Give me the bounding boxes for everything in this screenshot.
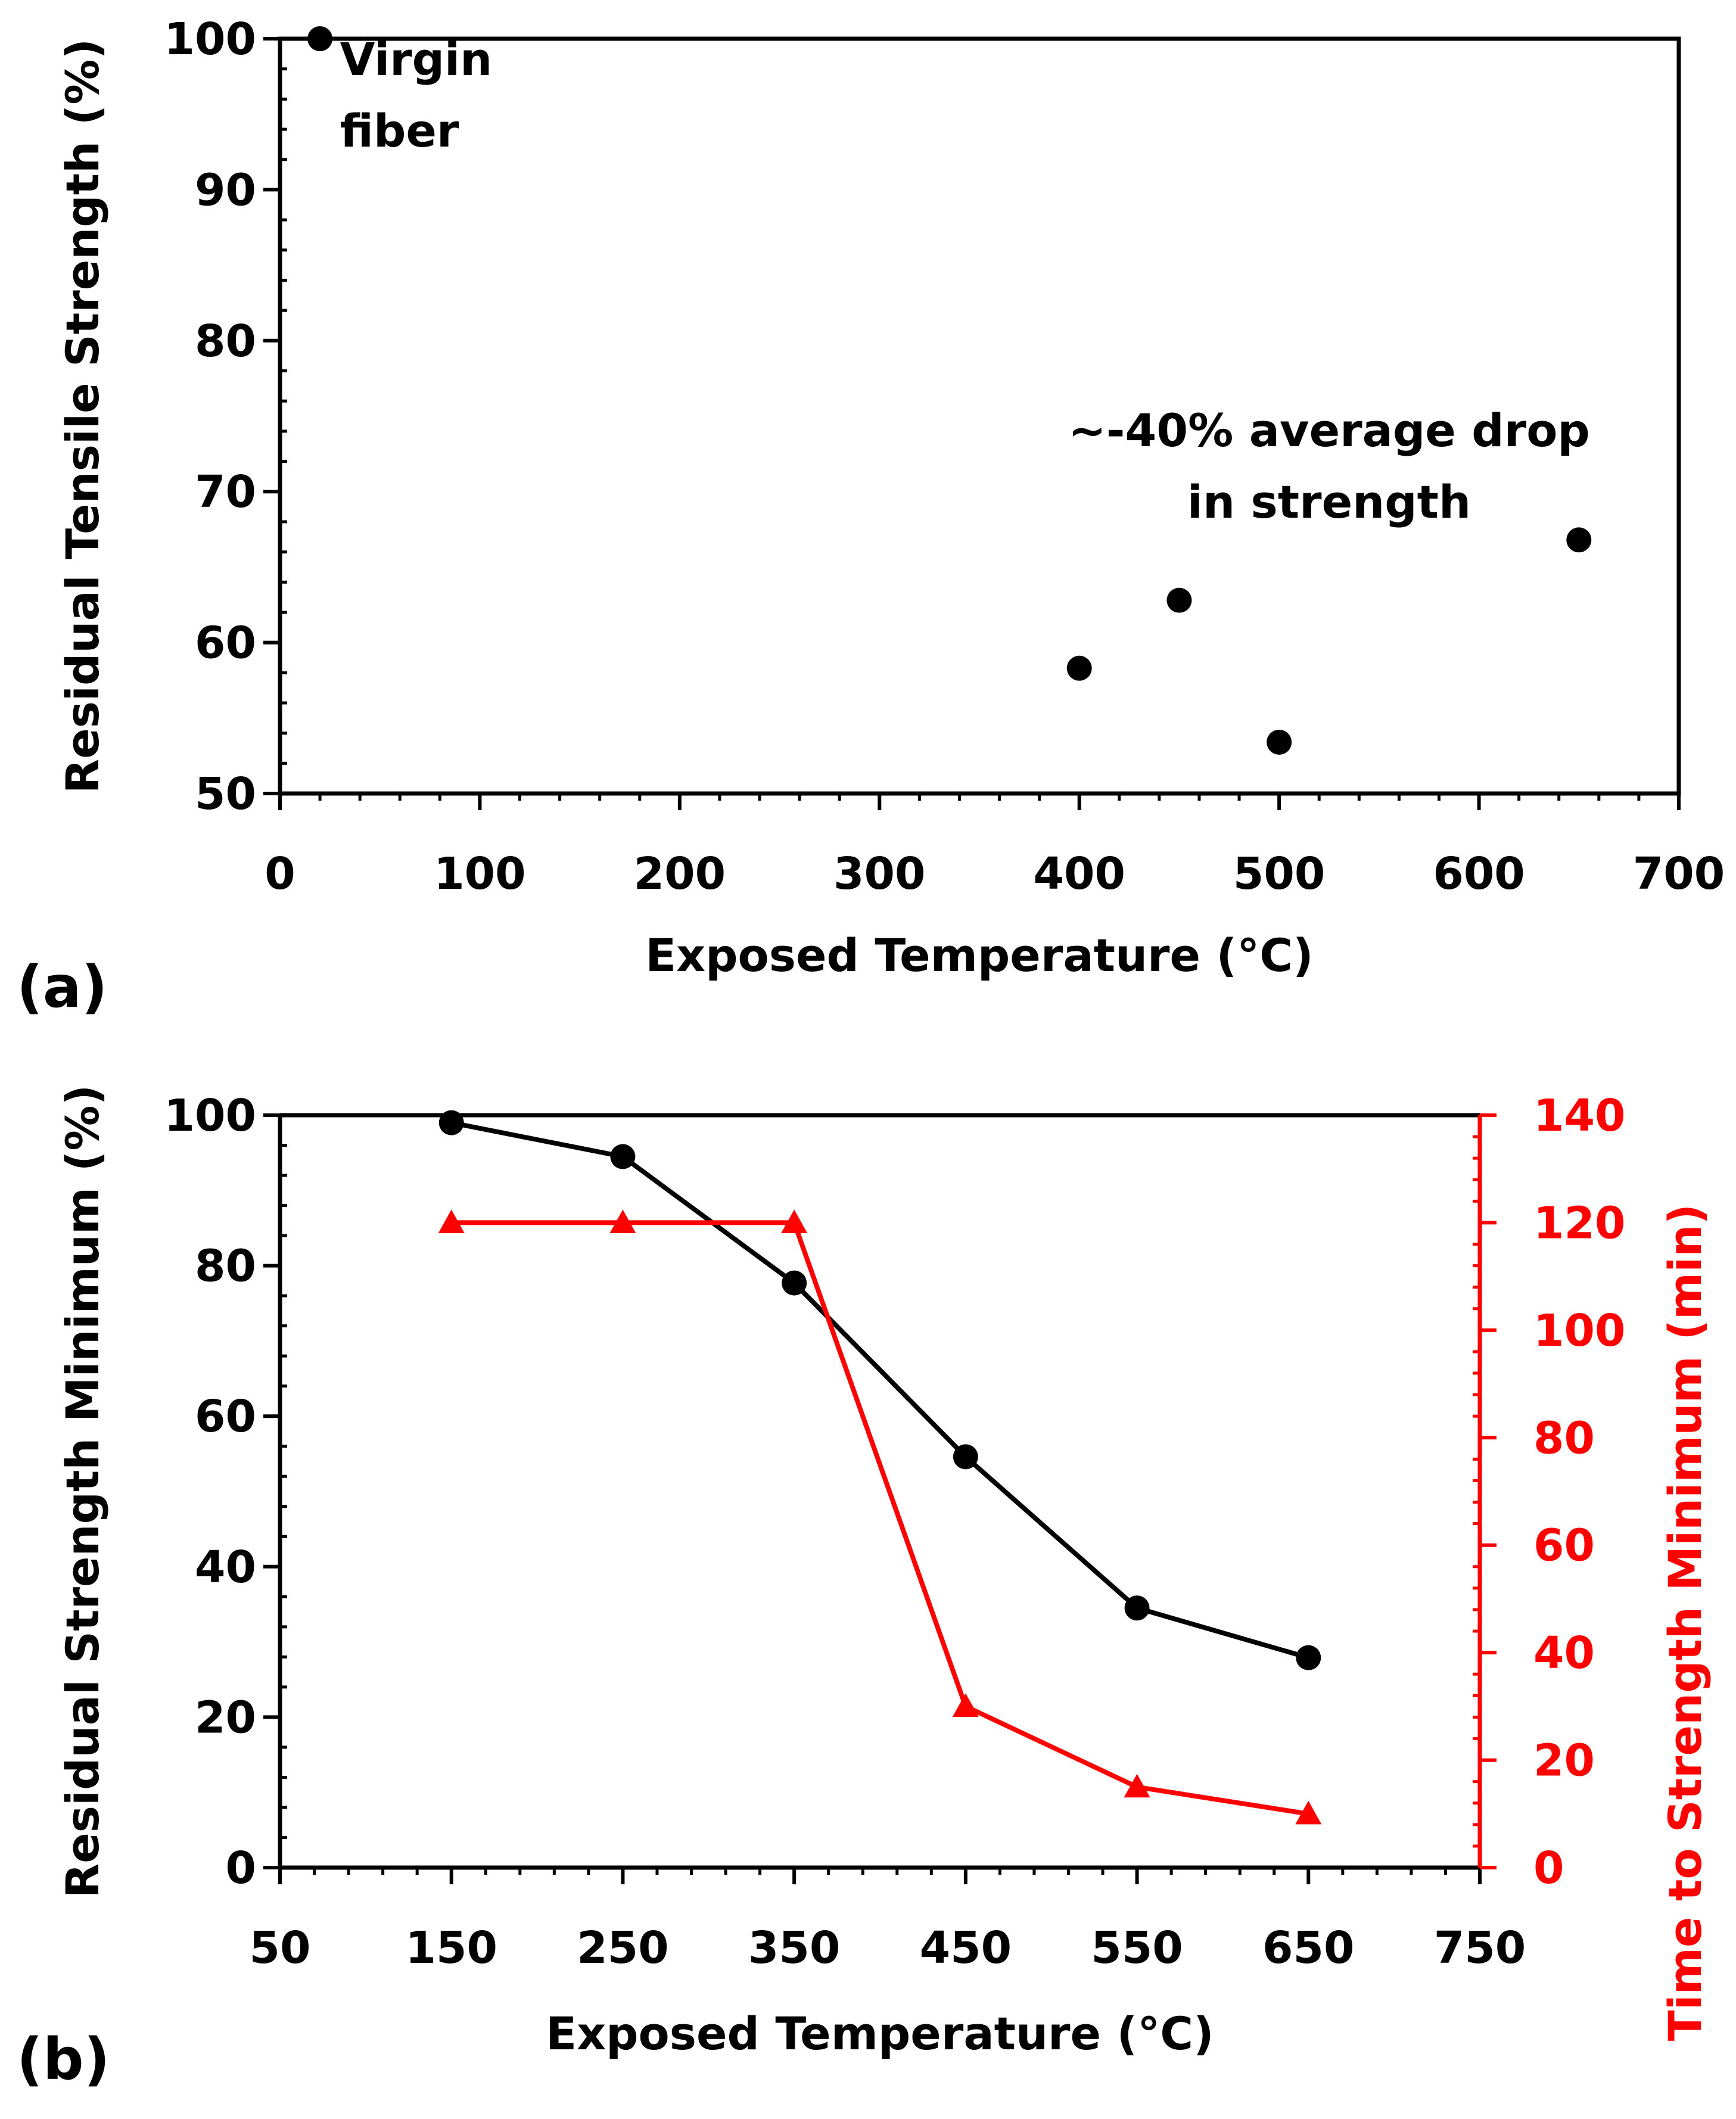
y-tick-label: 70	[195, 466, 256, 518]
x-tick-label: 100	[434, 848, 525, 900]
x-tick-label: 650	[1262, 1922, 1354, 1974]
y2-tick-label: 0	[1533, 1843, 1564, 1894]
y-tick-label: 60	[195, 1391, 256, 1442]
x-tick-label: 0	[265, 848, 295, 900]
x-tick-label: 700	[1633, 848, 1725, 900]
x-axis-label: Exposed Temperature (°C)	[546, 2007, 1214, 2060]
time-data-point	[609, 1209, 636, 1234]
strength-data-point	[1296, 1645, 1321, 1670]
y-tick-label: 80	[195, 1241, 256, 1292]
y2-tick-label: 100	[1533, 1305, 1625, 1356]
annotation-line: fiber	[340, 104, 459, 157]
time-data-point	[781, 1209, 808, 1234]
y-tick-label: 90	[195, 164, 256, 216]
y-tick-label: 100	[164, 1090, 256, 1141]
panel-label-b: (b)	[17, 2026, 110, 2093]
x-tick-label: 300	[833, 848, 925, 900]
time-data-point	[952, 1693, 979, 1717]
x-tick-label: 350	[748, 1922, 840, 1974]
y-tick-label: 50	[195, 768, 256, 820]
data-point	[307, 26, 333, 51]
strength-data-point	[438, 1110, 464, 1135]
x-tick-label: 50	[250, 1922, 311, 1974]
x-tick-label: 400	[1033, 848, 1125, 900]
panel-label-a: (a)	[17, 954, 108, 1020]
strength-data-point	[610, 1144, 636, 1169]
x-tick-label: 450	[920, 1922, 1012, 1974]
data-point	[1267, 729, 1292, 755]
y2-tick-label: 80	[1533, 1412, 1595, 1464]
plot-frame	[278, 36, 1681, 796]
y-tick-label: 60	[195, 618, 256, 669]
strength-series-line	[450, 1120, 1309, 1660]
y2-tick-label: 140	[1533, 1090, 1625, 1141]
y-tick-label: 100	[164, 14, 256, 65]
x-axis-label: Exposed Temperature (°C)	[645, 929, 1314, 982]
chart-a: 0 100 200 300 400 500 600 700 50 60 70 80 90 100 Expos…	[56, 14, 1725, 982]
time-data-point	[438, 1209, 465, 1234]
y-axis-label: Residual Strength Minimum (%)	[56, 1085, 109, 1899]
annotation-line: Virgin	[340, 33, 493, 86]
x-tick-label: 550	[1091, 1922, 1183, 1974]
x-tick-label: 500	[1233, 848, 1325, 900]
x-tick-label: 250	[577, 1922, 668, 1974]
chart-b: 50 150 250 350 450 550 650 75002040608010002040…	[56, 1085, 1712, 2060]
time-data-point	[1124, 1773, 1150, 1798]
time-data-point	[1295, 1800, 1322, 1825]
annotation: Virgin fiber	[340, 33, 493, 157]
y2-tick-label: 60	[1533, 1520, 1595, 1572]
data-point	[1566, 527, 1592, 553]
y-tick-label: 20	[195, 1692, 256, 1743]
data-point	[1166, 587, 1192, 613]
y2-tick-label: 120	[1533, 1197, 1625, 1249]
strength-data-point	[782, 1270, 807, 1296]
x-tick-label: 200	[634, 848, 726, 900]
annotation: ~-40% average drop in strength	[1068, 404, 1590, 528]
annotation-line: ~-40% average drop	[1068, 404, 1590, 457]
x-tick-label: 750	[1434, 1922, 1526, 1974]
y2-tick-label: 20	[1533, 1735, 1595, 1787]
y2-axis-label: Time to Strength Minimum (min)	[1659, 1204, 1712, 2041]
y-tick-label: 80	[195, 316, 256, 367]
data-point	[1066, 655, 1092, 681]
y2-tick-label: 40	[1533, 1628, 1595, 1679]
time-series-line	[451, 1220, 1309, 1816]
y-tick-label: 0	[226, 1843, 257, 1894]
y-tick-label: 40	[195, 1542, 256, 1593]
x-tick-label: 150	[405, 1922, 497, 1974]
annotation-line: in strength	[1187, 475, 1471, 528]
strength-data-point	[953, 1444, 978, 1470]
strength-data-point	[1124, 1595, 1150, 1621]
x-tick-label: 600	[1433, 848, 1525, 900]
y-axis-label: Residual Tensile Strength (%)	[56, 39, 109, 794]
